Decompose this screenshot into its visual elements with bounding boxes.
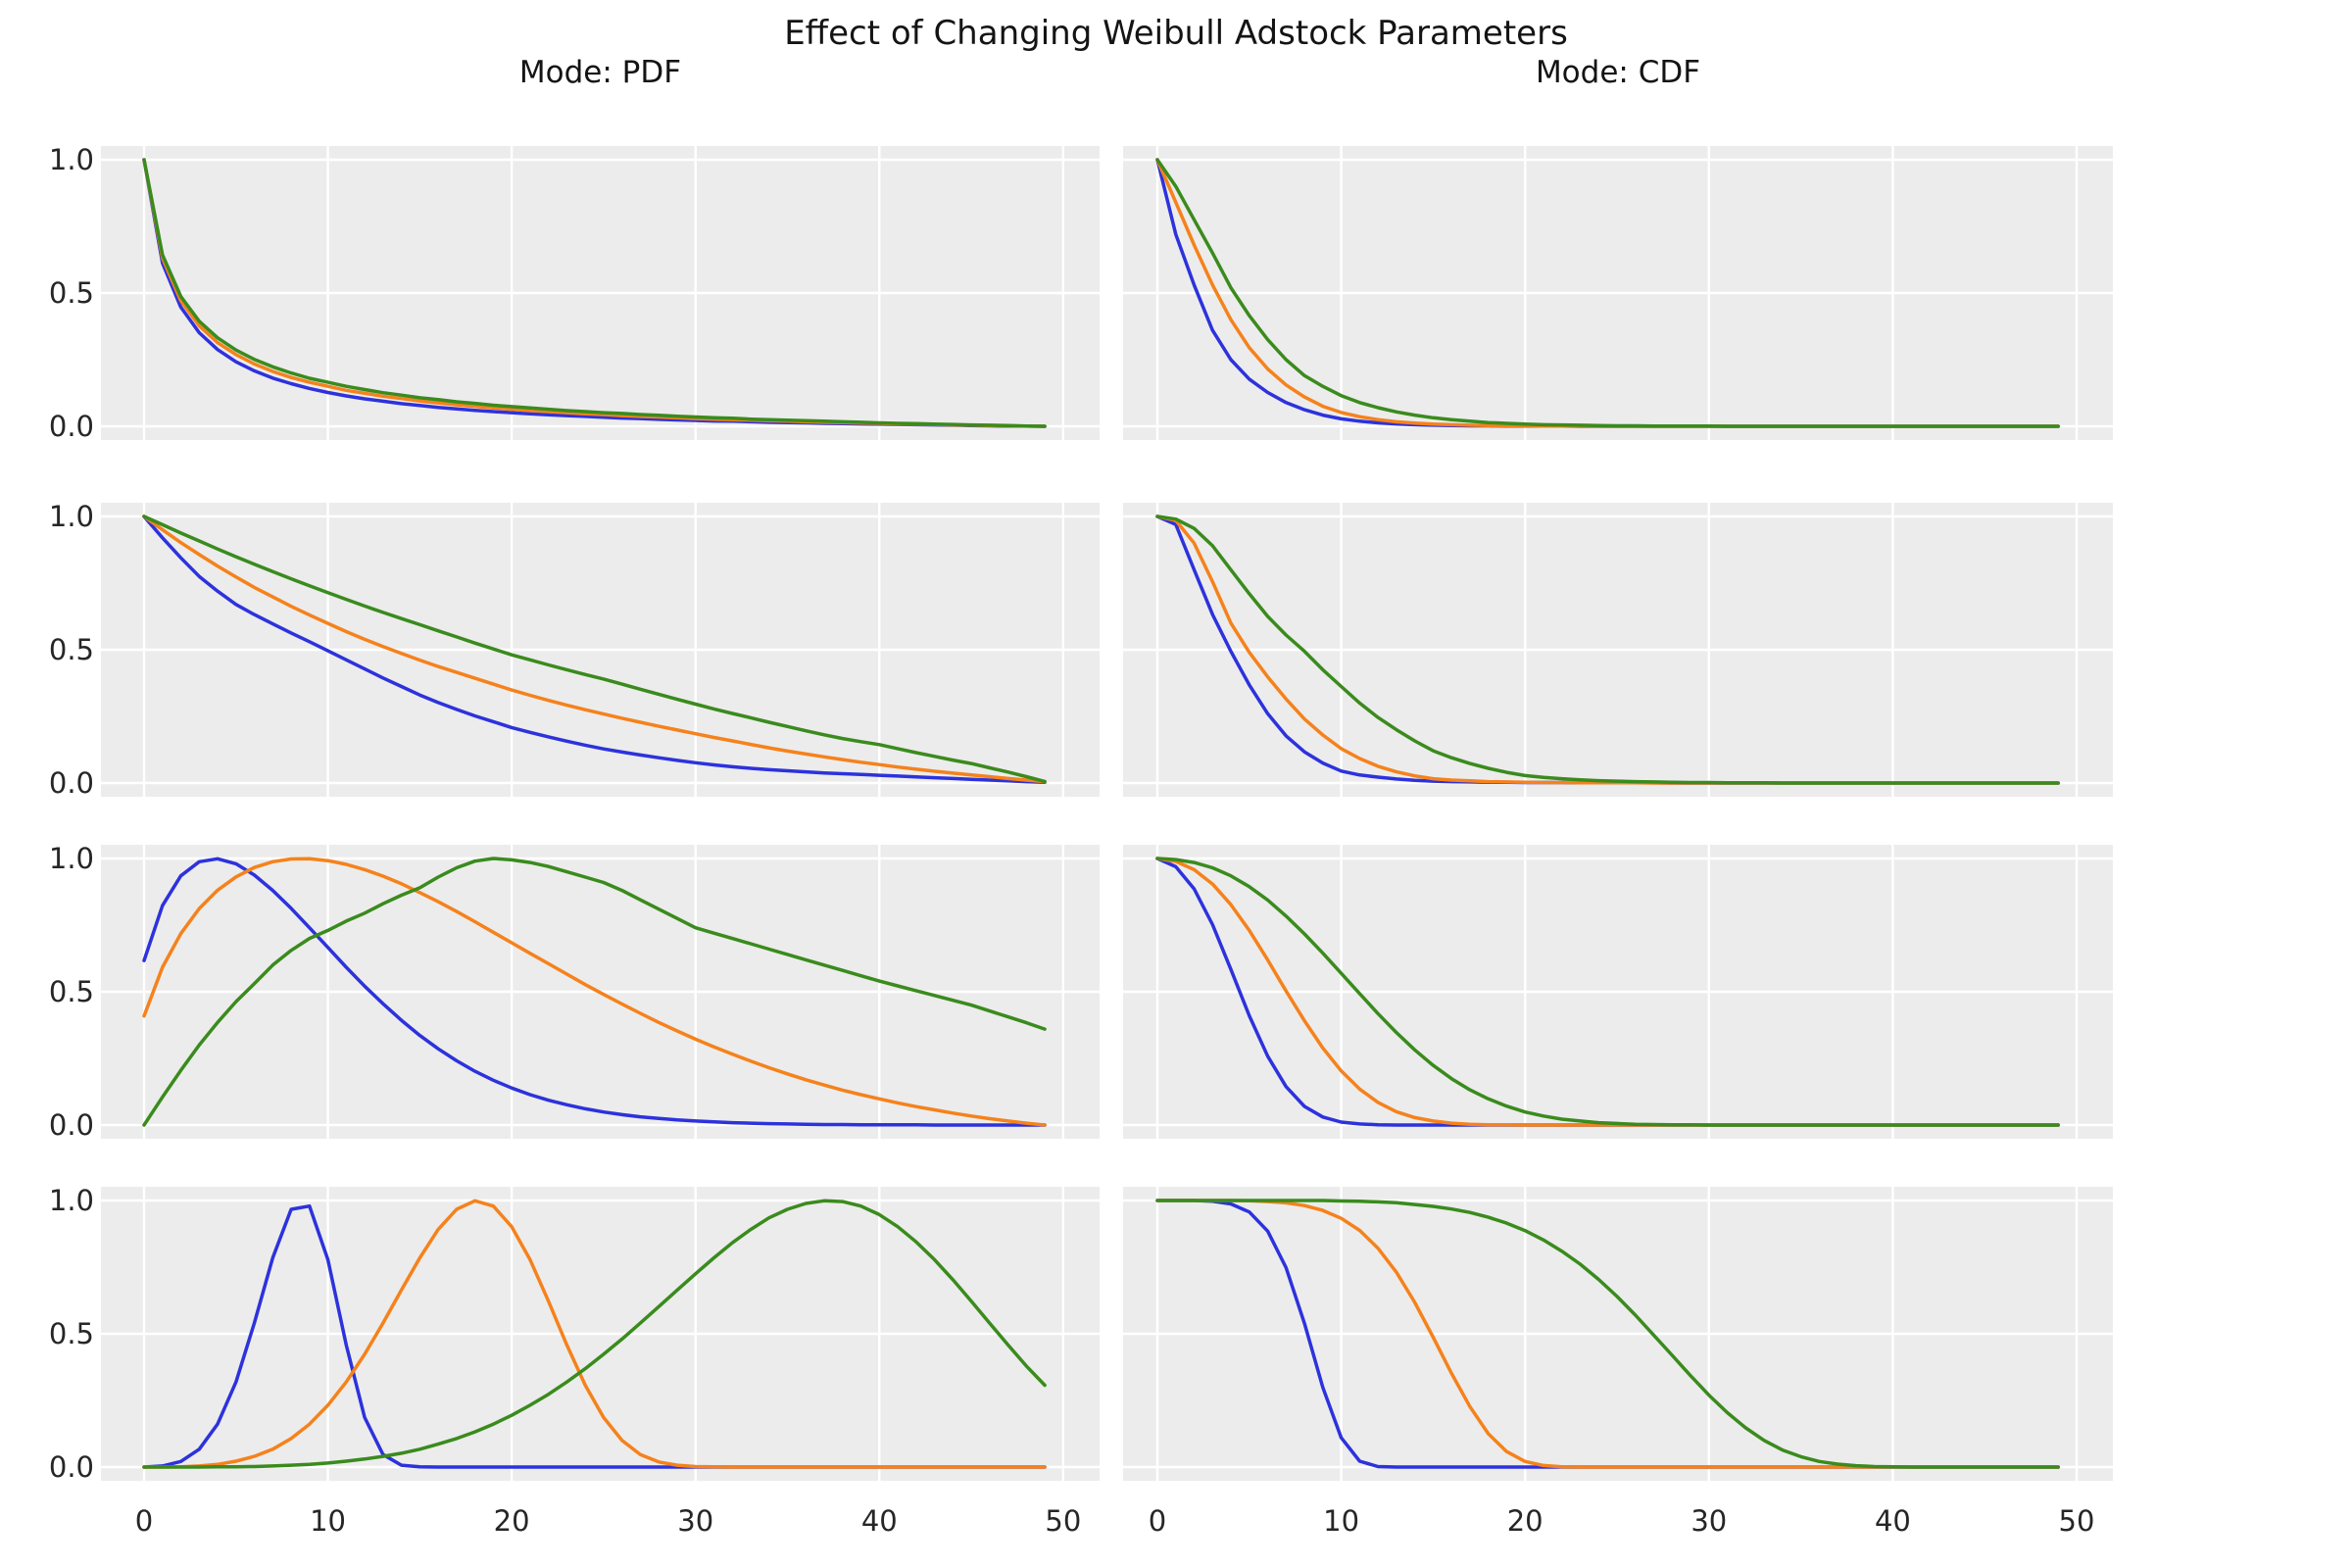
y-tick-label-row2: 0.5	[48, 633, 94, 666]
x-tick-label-cdf: 20	[1506, 1504, 1544, 1538]
y-tick-label-row1: 1.0	[48, 143, 94, 176]
x-tick-label-cdf: 10	[1323, 1504, 1360, 1538]
y-tick-label-row3: 0.5	[48, 975, 94, 1008]
curve-series-green	[142, 1199, 1047, 1469]
curve-series-blue	[142, 1203, 1047, 1469]
curve-series-green	[1155, 1199, 2060, 1469]
curve-series-green	[142, 514, 1047, 784]
x-tick-label-pdf: 50	[1045, 1504, 1082, 1538]
curve-series-orange	[142, 1199, 1047, 1469]
subplot-row4-cdf	[1123, 1187, 2113, 1481]
curve-series-green	[1155, 158, 2060, 428]
x-tick-label-pdf: 20	[493, 1504, 530, 1538]
curve-series-green	[1155, 857, 2060, 1127]
x-tick-label-cdf: 0	[1148, 1504, 1167, 1538]
column-title-pdf: Mode: PDF	[518, 55, 682, 90]
x-tick-label-pdf: 40	[860, 1504, 898, 1538]
x-tick-label-pdf: 0	[134, 1504, 154, 1538]
y-tick-label-row4: 0.5	[48, 1317, 94, 1350]
y-tick-label-row4: 1.0	[48, 1184, 94, 1217]
x-tick-label-cdf: 30	[1690, 1504, 1728, 1538]
x-tick-label-cdf: 50	[2058, 1504, 2095, 1538]
y-tick-label-row4: 0.0	[48, 1450, 94, 1484]
subplot-row3-cdf	[1123, 845, 2113, 1139]
curve-series-green	[142, 857, 1047, 1127]
y-tick-label-row3: 1.0	[48, 842, 94, 875]
y-tick-label-row2: 1.0	[48, 500, 94, 533]
y-tick-label-row3: 0.0	[48, 1108, 94, 1142]
column-title-cdf: Mode: CDF	[1535, 55, 1701, 90]
subplot-row1-pdf	[101, 146, 1100, 440]
subplot-row3-pdf	[101, 845, 1100, 1139]
y-tick-label-row1: 0.5	[48, 276, 94, 310]
subplot-row1-cdf	[1123, 146, 2113, 440]
subplot-row2-cdf	[1123, 503, 2113, 797]
figure-title: Effect of Changing Weibull Adstock Param…	[784, 14, 1568, 53]
curve-series-blue	[142, 857, 1047, 1127]
curve-series-orange	[142, 857, 1047, 1127]
x-tick-label-pdf: 30	[677, 1504, 714, 1538]
x-tick-label-cdf: 40	[1874, 1504, 1911, 1538]
subplot-row4-pdf	[101, 1187, 1100, 1481]
curve-series-green	[1155, 514, 2060, 785]
y-tick-label-row2: 0.0	[48, 766, 94, 800]
x-tick-label-pdf: 10	[310, 1504, 347, 1538]
y-tick-label-row1: 0.0	[48, 410, 94, 443]
curve-series-orange	[142, 514, 1047, 784]
curve-series-blue	[142, 514, 1047, 784]
subplot-row2-pdf	[101, 503, 1100, 797]
curve-series-green	[142, 158, 1047, 428]
